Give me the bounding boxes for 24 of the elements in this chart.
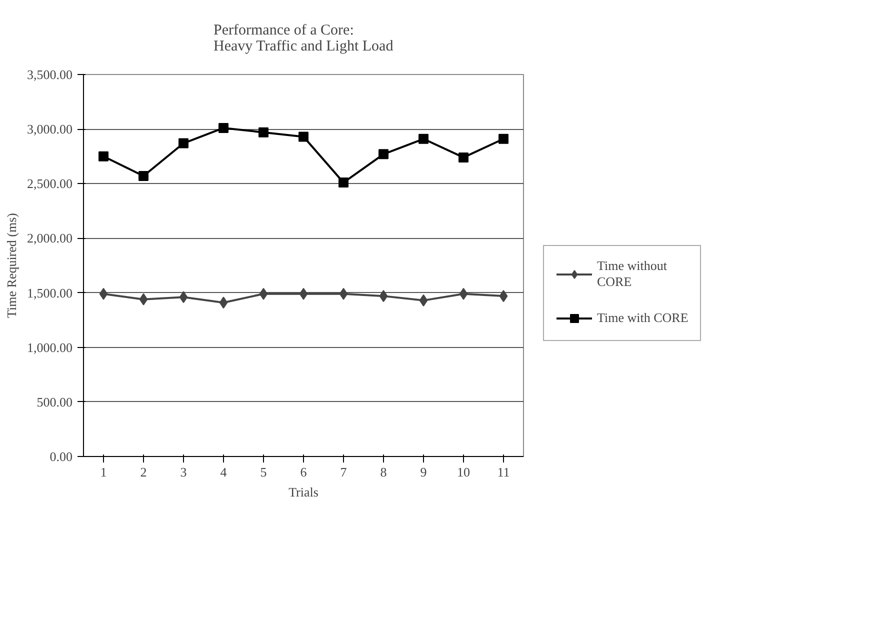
y-tick-label: 1,500.00: [27, 285, 72, 300]
x-tick-label: 8: [380, 464, 387, 480]
x-tick-label: 3: [180, 464, 187, 480]
x-axis-title: Trials: [288, 484, 318, 500]
y-tick-label: 3,500.00: [27, 67, 72, 82]
legend-label: Time without CORE: [597, 258, 667, 290]
legend-label: Time with CORE: [597, 310, 688, 326]
x-tick-label: 10: [457, 464, 470, 480]
y-tick-label: 2,500.00: [27, 176, 72, 192]
y-axis-title: Time Required (ms): [4, 213, 19, 318]
x-tick-label: 1: [100, 464, 107, 480]
y-tick-label: 500.00: [36, 394, 72, 410]
y-tick-label: 0.00: [50, 449, 72, 464]
y-tick-label: 3,000.00: [27, 122, 72, 137]
x-tick-label: 5: [260, 464, 267, 480]
y-tick-label: 1,000.00: [27, 340, 72, 355]
x-tick-label: 4: [220, 464, 228, 480]
x-tick-label: 7: [340, 464, 348, 480]
chart-title: Performance of a Core: Heavy Traffic and Light Load: [214, 22, 394, 54]
x-tick-label: 9: [420, 464, 427, 480]
x-tick-label: 11: [497, 464, 510, 480]
y-tick-label: 2,000.00: [27, 230, 72, 246]
x-tick-label: 6: [300, 464, 308, 480]
x-tick-label: 2: [140, 464, 147, 480]
